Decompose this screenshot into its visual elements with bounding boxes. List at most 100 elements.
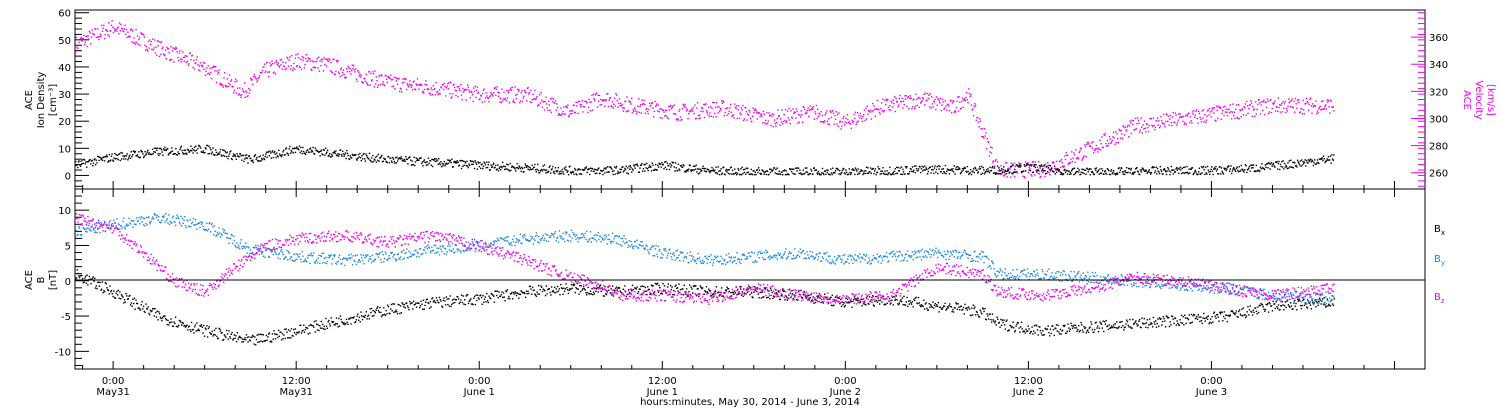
density-point <box>753 174 756 176</box>
b-bx-point <box>484 296 486 298</box>
density-point <box>155 147 157 149</box>
b-bx-point <box>406 302 408 304</box>
velocity-point <box>222 86 224 88</box>
b-bx-point <box>136 302 139 305</box>
density-point <box>1075 171 1077 174</box>
velocity-point <box>1251 115 1253 117</box>
density-point <box>1121 167 1123 169</box>
density-point <box>675 167 677 169</box>
velocity-point <box>313 61 315 63</box>
density-point <box>1222 173 1225 175</box>
density-point <box>1097 170 1099 172</box>
velocity-point <box>201 64 203 66</box>
density-point <box>979 166 981 168</box>
velocity-point <box>1135 128 1137 130</box>
velocity-point <box>1191 111 1194 113</box>
b-bx-point <box>984 318 987 320</box>
velocity-point <box>613 103 615 105</box>
velocity-point <box>823 120 826 122</box>
velocity-point <box>653 110 656 113</box>
velocity-point <box>749 111 751 113</box>
velocity-point <box>953 101 955 103</box>
velocity-point <box>1005 162 1008 164</box>
density-point <box>210 153 213 155</box>
velocity-point <box>609 97 611 100</box>
velocity-point <box>88 38 90 40</box>
velocity-point <box>318 70 321 72</box>
velocity-point <box>858 117 861 119</box>
density-point <box>1250 164 1252 166</box>
density-point <box>1272 162 1275 165</box>
density-point <box>1029 164 1031 167</box>
velocity-point <box>655 105 657 108</box>
b-bx-point <box>704 290 706 292</box>
b-bx-point <box>480 296 483 299</box>
velocity-point <box>326 59 329 61</box>
velocity-point <box>945 105 947 107</box>
b-bx-point <box>931 306 933 309</box>
density-point <box>1047 171 1049 173</box>
b-bx-point <box>928 303 930 305</box>
density-point <box>792 172 794 175</box>
density-point <box>866 172 868 174</box>
b-bx-point <box>311 324 313 327</box>
density-point <box>1154 171 1156 174</box>
b-bx-point <box>802 293 804 296</box>
density-point <box>1117 167 1120 170</box>
density-point <box>275 156 277 159</box>
density-point <box>208 152 211 155</box>
density-point <box>959 168 961 170</box>
velocity-point <box>741 109 743 111</box>
b-bx-point <box>375 309 377 311</box>
velocity-point <box>561 112 564 115</box>
velocity-point <box>148 47 150 49</box>
velocity-point <box>1055 167 1057 169</box>
velocity-point <box>346 68 348 70</box>
density-point <box>730 166 732 168</box>
b-bx-point <box>518 293 521 295</box>
velocity-point <box>1230 111 1232 113</box>
density-point <box>91 159 93 162</box>
density-point <box>1166 170 1168 172</box>
density-point <box>788 168 791 170</box>
density-point <box>1134 171 1136 173</box>
b-bx-point <box>781 294 783 296</box>
density-point <box>719 170 721 172</box>
density-point <box>996 165 999 167</box>
density-point <box>271 151 273 153</box>
velocity-point <box>994 160 997 162</box>
velocity-point <box>921 100 923 102</box>
velocity-point <box>415 83 417 85</box>
density-point <box>1167 168 1170 170</box>
b-bx-point <box>844 304 846 307</box>
velocity-point <box>955 111 957 113</box>
density-point <box>121 158 123 160</box>
density-point <box>793 168 795 170</box>
density-point <box>187 149 189 151</box>
velocity-point <box>728 110 730 112</box>
density-point <box>897 166 899 169</box>
density-point <box>295 147 297 149</box>
density-point <box>1239 170 1241 172</box>
density-point <box>1179 166 1181 168</box>
density-point <box>256 159 259 162</box>
b-bx-point <box>985 319 988 321</box>
density-point <box>1314 163 1317 165</box>
velocity-point <box>354 71 356 73</box>
b-bx-point <box>667 283 669 285</box>
b-bx-point <box>307 333 309 335</box>
velocity-point <box>578 100 581 103</box>
b-bx-point <box>927 309 930 311</box>
velocity-point <box>779 124 781 126</box>
density-point <box>925 167 927 169</box>
density-point <box>721 172 723 174</box>
velocity-point <box>165 58 167 60</box>
velocity-point <box>603 99 605 101</box>
density-point <box>937 165 940 167</box>
velocity-point <box>184 54 187 57</box>
velocity-point <box>475 96 477 98</box>
b-bx-point <box>820 301 822 304</box>
density-point <box>1270 163 1272 165</box>
density-point <box>558 171 561 173</box>
b-bx-point <box>145 303 147 305</box>
